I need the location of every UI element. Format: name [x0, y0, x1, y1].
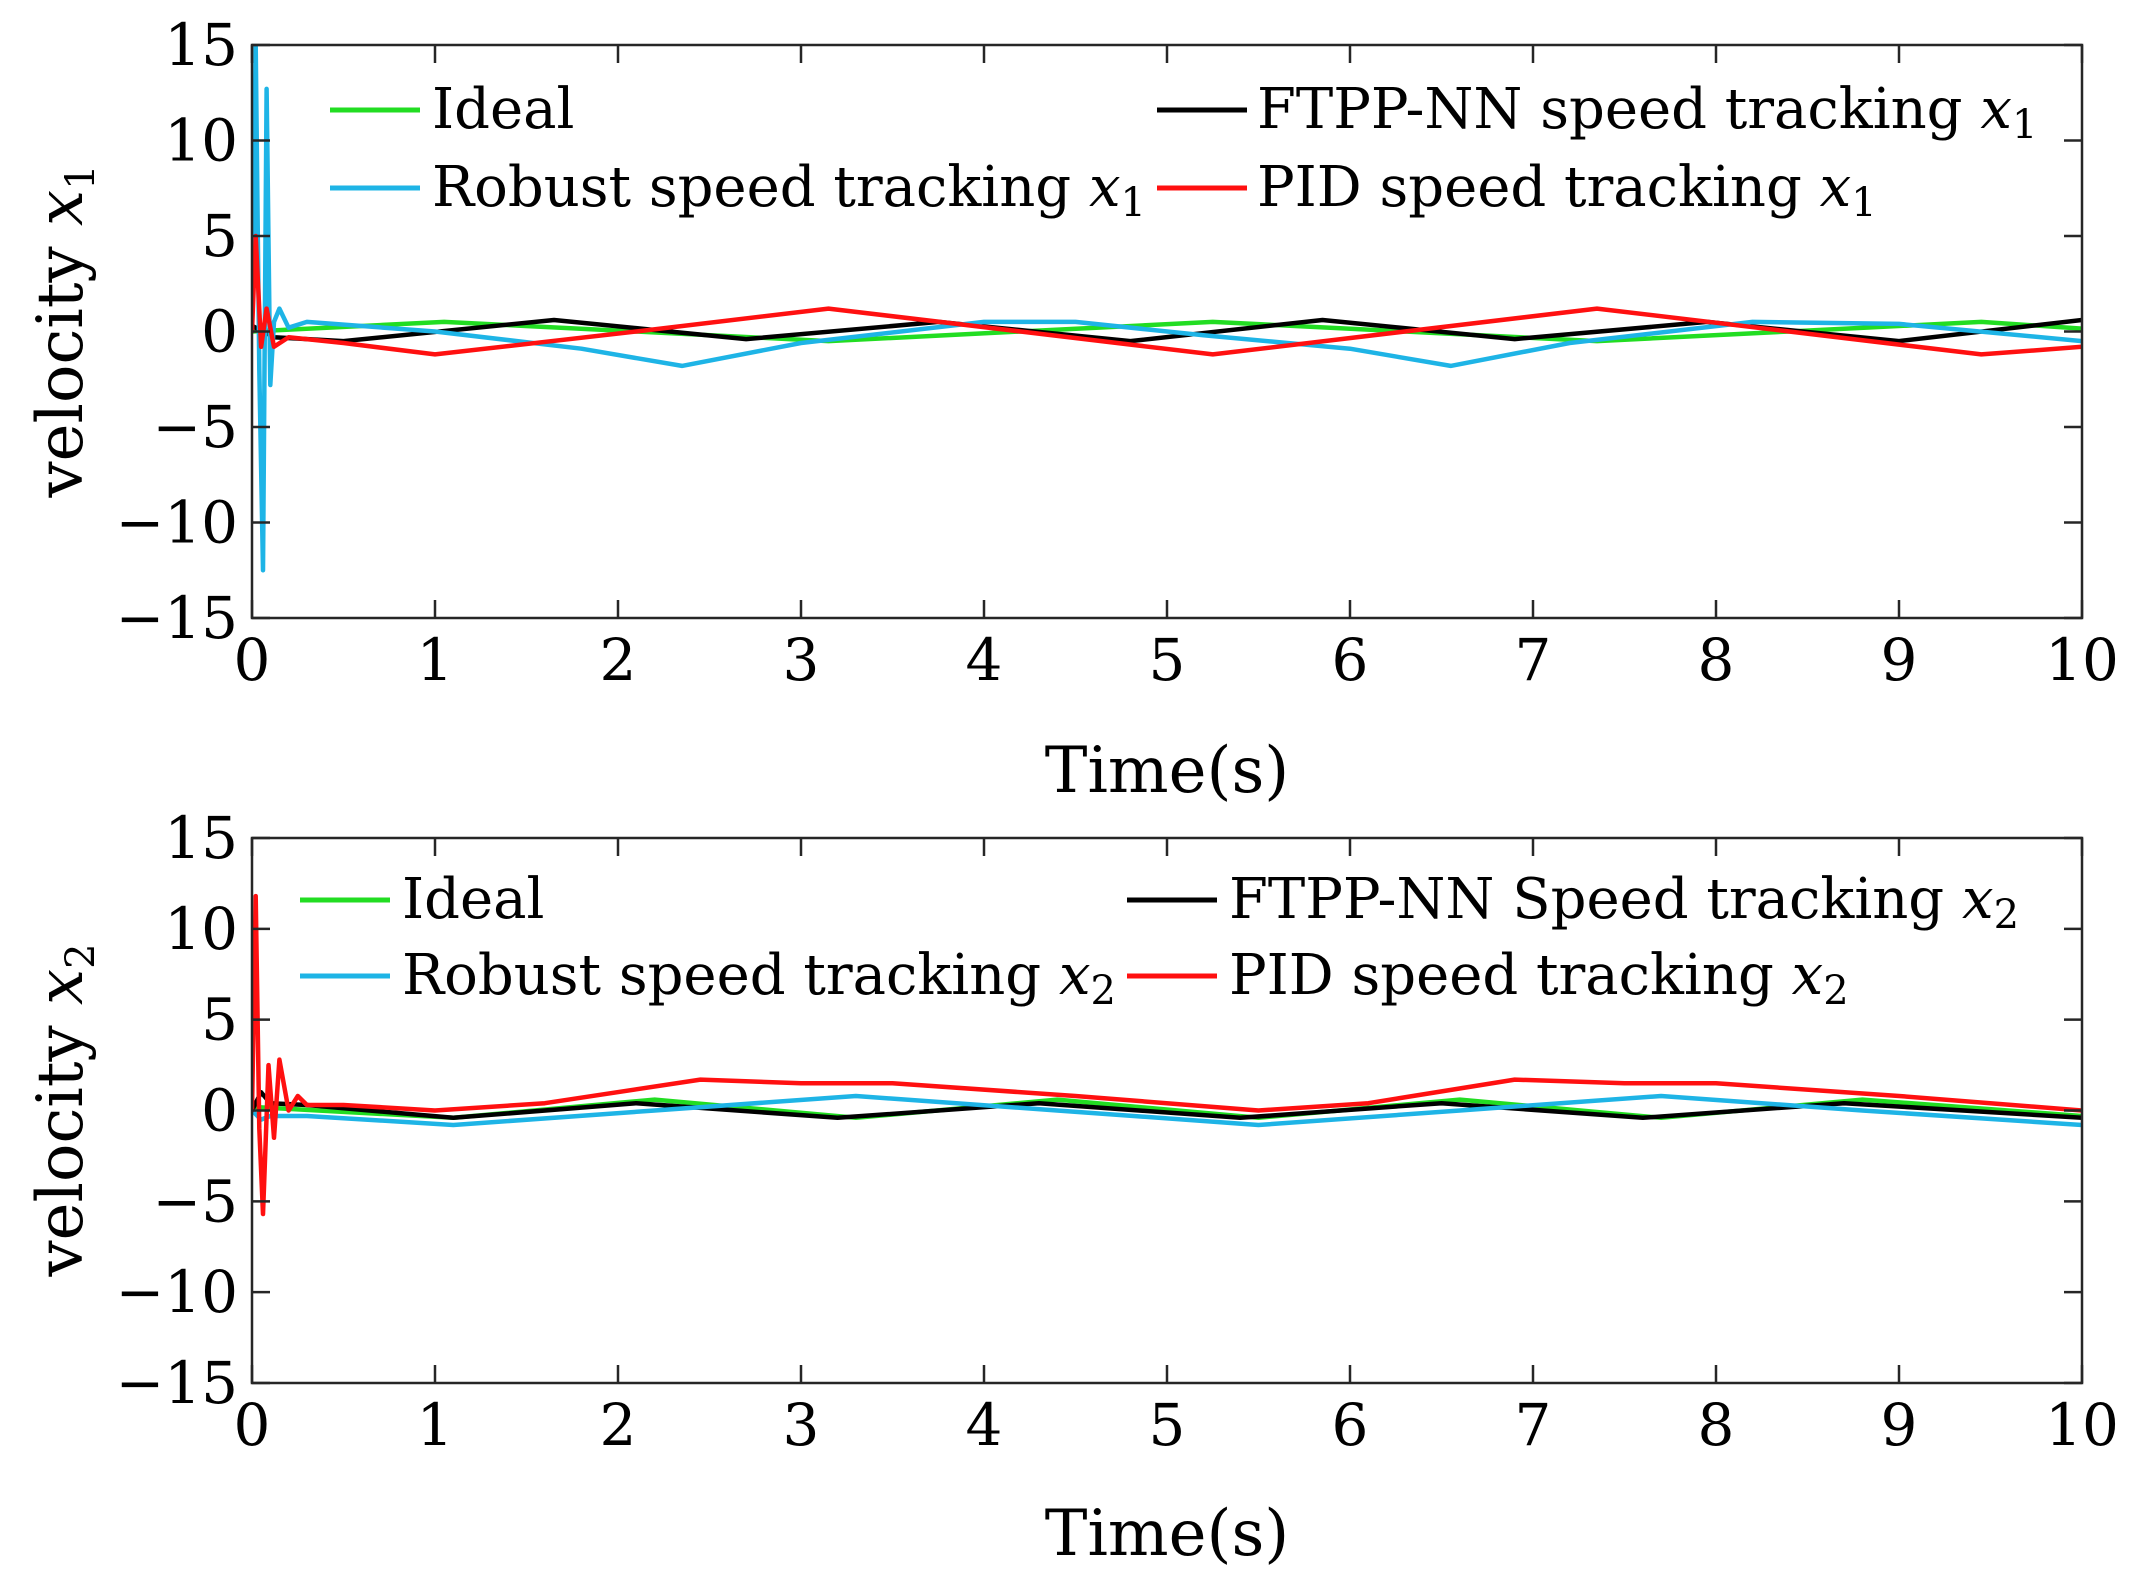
legend-entry-ftpp-nn: FTPP-NN Speed tracking x2 [1127, 867, 2019, 938]
x-tick-label: 1 [417, 1391, 454, 1459]
x-tick-label: 10 [2045, 626, 2119, 694]
x-tick-label: 2 [600, 626, 637, 694]
legend-entry-ideal: Ideal [300, 867, 544, 932]
y-tick-label: −5 [153, 393, 239, 461]
x-tick-label: 3 [783, 626, 820, 694]
chart-panel-velocity-x2: 0 1 2 3 4 5 6 7 8 9 10 −15 −10 −5 0 5 10 15 Time(s) veloc… [24, 804, 2119, 1571]
x-tick-label: 0 [234, 626, 271, 694]
legend-label: FTPP-NN speed tracking x1 [1257, 77, 2037, 148]
legend-entry-robust: Robust speed tracking x1 [330, 155, 1146, 226]
y-tick-label: 0 [201, 1077, 238, 1145]
y-tick-label: −15 [116, 1349, 238, 1417]
y-tick-label: −10 [116, 489, 238, 557]
series-line-pid-speed-tracking [252, 233, 2082, 357]
legend-label: Robust speed tracking x1 [432, 155, 1146, 226]
x-axis-label: Time(s) [1045, 734, 1290, 808]
x-tick-label: 7 [1515, 626, 1552, 694]
x-tick-label: 0 [234, 1391, 271, 1459]
legend-label: Robust speed tracking x2 [402, 943, 1116, 1014]
x-tick-label: 9 [1881, 626, 1918, 694]
x-tick-label: 1 [417, 626, 454, 694]
legend-entry-ftpp-nn: FTPP-NN speed tracking x1 [1157, 77, 2037, 148]
legend-label: Ideal [432, 77, 574, 142]
x-tick-label: 7 [1515, 1391, 1552, 1459]
y-axis-label: velocity x1 [24, 164, 104, 498]
x-tick-label: 5 [1149, 626, 1186, 694]
x-tick-label: 2 [600, 1391, 637, 1459]
legend-label: PID speed tracking x1 [1257, 155, 1877, 226]
series-line-robust-speed-tracking [252, 45, 2082, 573]
legend-entry-pid: PID speed tracking x2 [1127, 943, 1849, 1014]
series-line-ideal [252, 319, 2082, 344]
y-tick-label: 15 [164, 11, 238, 79]
legend-entry-robust: Robust speed tracking x2 [300, 943, 1116, 1014]
legend-entry-ideal: Ideal [330, 77, 574, 142]
legend-label: Ideal [402, 867, 544, 932]
x-axis-label: Time(s) [1045, 1497, 1290, 1571]
y-tick-label: 15 [164, 804, 238, 872]
legend: Ideal Robust speed tracking x2 FTPP-NN S… [300, 867, 2019, 1014]
x-tick-label: 8 [1698, 1391, 1735, 1459]
chart-panel-velocity-x1: 0 1 2 3 4 5 6 7 8 9 10 −15 −10 −5 0 5 10 15 Time(s) veloc… [24, 11, 2119, 808]
y-tick-label: −15 [116, 584, 238, 652]
x-tick-label: 6 [1332, 626, 1369, 694]
legend-label: PID speed tracking x2 [1229, 943, 1849, 1014]
x-tick-label: 10 [2045, 1391, 2119, 1459]
y-tick-label: 10 [164, 107, 238, 175]
x-tick-label: 8 [1698, 626, 1735, 694]
y-tick-label: 5 [201, 986, 238, 1054]
legend-entry-pid: PID speed tracking x1 [1157, 155, 1877, 226]
x-tick-label: 3 [783, 1391, 820, 1459]
y-tick-label: 5 [201, 202, 238, 270]
x-tick-label: 6 [1332, 1391, 1369, 1459]
y-tick-label: 0 [201, 298, 238, 366]
series-line-pid-speed-tracking [252, 893, 2082, 1217]
y-tick-label: −5 [153, 1167, 239, 1235]
x-tick-label: 9 [1881, 1391, 1918, 1459]
legend-label: FTPP-NN Speed tracking x2 [1229, 867, 2019, 938]
x-tick-label: 4 [966, 1391, 1003, 1459]
x-tick-label: 5 [1149, 1391, 1186, 1459]
y-tick-label: 10 [164, 895, 238, 963]
y-axis-label: velocity x2 [24, 943, 104, 1277]
x-tick-label: 4 [966, 626, 1003, 694]
legend: Ideal Robust speed tracking x1 FTPP-NN s… [330, 77, 2037, 226]
y-tick-label: −10 [116, 1258, 238, 1326]
